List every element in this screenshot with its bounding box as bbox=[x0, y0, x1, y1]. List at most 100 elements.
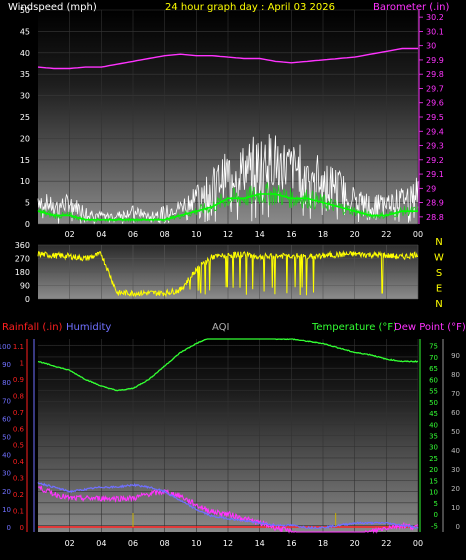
dewpoint-tick-label: 90 bbox=[451, 352, 460, 360]
baro-tick-label: 29.2 bbox=[426, 156, 444, 165]
wind-tick-label: 15 bbox=[20, 156, 30, 165]
humidity-tick-label: 30 bbox=[2, 470, 11, 478]
humidity-tick-label: 0 bbox=[7, 524, 11, 532]
graph-title: 24 hour graph day : April 03 2026 bbox=[165, 2, 335, 13]
wind-x-tick-label: 02 bbox=[65, 230, 75, 239]
climate-axes: 00.10.20.30.40.50.60.70.80.911.101020304… bbox=[0, 339, 460, 548]
wind-x-tick-label: 18 bbox=[318, 230, 328, 239]
wind-gust-line bbox=[37, 134, 419, 225]
baro-tick-label: 29.9 bbox=[426, 56, 444, 65]
baro-tick-label: 29.6 bbox=[426, 99, 444, 108]
rainfall-tick-label: 0.1 bbox=[13, 508, 24, 516]
compass-letter: W bbox=[434, 253, 444, 264]
temperature-tick-label: 45 bbox=[429, 410, 438, 418]
humidity-tick-label: 10 bbox=[2, 506, 11, 514]
baro-tick-label: 29.1 bbox=[426, 170, 444, 179]
rainfall-tick-label: 0.6 bbox=[13, 425, 25, 433]
wind-x-tick-label: 20 bbox=[350, 230, 360, 239]
rainfall-tick-label: 0.8 bbox=[13, 392, 24, 400]
rainfall-tick-label: 0.5 bbox=[13, 442, 24, 450]
climate-x-tick-label: 00 bbox=[413, 539, 423, 548]
climate-x-tick-label: 22 bbox=[381, 539, 391, 548]
direction-tick-label: 180 bbox=[15, 268, 30, 277]
temperature-tick-label: 75 bbox=[429, 343, 438, 351]
temperature-tick-label: -5 bbox=[431, 522, 438, 530]
wind-tick-label: 45 bbox=[20, 27, 30, 36]
climate-x-tick-label: 16 bbox=[286, 539, 296, 548]
wind-tick-label: 10 bbox=[20, 177, 30, 186]
wind-tick-label: 50 bbox=[20, 6, 30, 15]
baro-tick-label: 29.4 bbox=[426, 127, 444, 136]
barometer-label: Barometer (.in) bbox=[373, 2, 449, 13]
humidity-tick-label: 50 bbox=[2, 434, 11, 442]
wind-x-tick-label: 12 bbox=[223, 230, 233, 239]
wind-x-tick-label: 22 bbox=[381, 230, 391, 239]
rainfall-tick-label: 0.9 bbox=[13, 376, 24, 384]
baro-tick-label: 29.5 bbox=[426, 113, 444, 122]
rainfall-tick-label: 0.3 bbox=[13, 475, 24, 483]
baro-tick-label: 30.2 bbox=[426, 13, 444, 22]
barometer-line bbox=[37, 47, 418, 70]
wind-x-tick-label: 08 bbox=[160, 230, 170, 239]
humidity-line bbox=[37, 482, 419, 530]
wind-x-tick-label: 14 bbox=[255, 230, 265, 239]
compass-letter: N bbox=[435, 299, 442, 310]
wind-x-tick-label: 06 bbox=[128, 230, 138, 239]
baro-tick-label: 30.1 bbox=[426, 27, 444, 36]
wind-tick-label: 25 bbox=[20, 113, 30, 122]
climate-x-tick-label: 12 bbox=[223, 539, 233, 548]
wind-series bbox=[37, 47, 419, 225]
dewpoint-tick-label: 80 bbox=[451, 371, 460, 379]
climate-x-tick-label: 08 bbox=[160, 539, 170, 548]
humidity-tick-label: 90 bbox=[2, 361, 11, 369]
dewpoint-tick-label: 20 bbox=[451, 485, 460, 493]
temperature-line bbox=[37, 338, 419, 392]
dewpoint-tick-label: 0 bbox=[456, 523, 460, 531]
direction-tick-label: 270 bbox=[15, 255, 30, 264]
temperature-tick-label: 20 bbox=[429, 466, 438, 474]
dewpoint-tick-label: 70 bbox=[451, 390, 460, 398]
temperature-tick-label: 15 bbox=[429, 477, 438, 485]
climate-x-tick-label: 10 bbox=[191, 539, 201, 548]
temperature-tick-label: 35 bbox=[429, 433, 438, 441]
climate-x-tick-label: 18 bbox=[318, 539, 328, 548]
humidity-tick-label: 100 bbox=[0, 343, 11, 351]
wind-x-tick-label: 10 bbox=[191, 230, 201, 239]
temperature-tick-label: 5 bbox=[434, 500, 438, 508]
temperature-tick-label: 0 bbox=[434, 511, 438, 519]
direction-tick-label: 0 bbox=[25, 295, 30, 304]
temperature-legend: Temperature (°F) bbox=[311, 322, 397, 333]
baro-tick-label: 30 bbox=[426, 42, 436, 51]
wind-avg-smooth-line bbox=[37, 193, 418, 221]
climate-x-tick-label: 06 bbox=[128, 539, 138, 548]
wind-tick-label: 35 bbox=[20, 70, 30, 79]
wind-axes: 0 5 10 15 20 25 30 35 40 45 50 28.8 28.9 29 29.1 29.2 29… bbox=[20, 6, 444, 239]
direction-series bbox=[37, 249, 418, 298]
temperature-tick-label: 65 bbox=[429, 365, 438, 373]
temperature-tick-label: 10 bbox=[429, 489, 438, 497]
dewpoint-tick-label: 50 bbox=[451, 428, 460, 436]
dewpoint-tick-label: 40 bbox=[451, 447, 460, 455]
humidity-tick-label: 60 bbox=[2, 415, 11, 423]
humidity-tick-label: 80 bbox=[2, 379, 11, 387]
dewpoint-tick-label: 30 bbox=[451, 466, 460, 474]
wind-x-tick-label: 16 bbox=[286, 230, 296, 239]
compass-letter: S bbox=[436, 268, 442, 279]
dew-point-line bbox=[37, 485, 419, 534]
compass-letter: N bbox=[435, 237, 442, 248]
humidity-tick-label: 40 bbox=[2, 452, 11, 460]
baro-tick-label: 28.8 bbox=[426, 213, 444, 222]
temperature-tick-label: 70 bbox=[429, 354, 438, 362]
climate-grid bbox=[38, 339, 419, 532]
wind-tick-label: 40 bbox=[20, 49, 30, 58]
temperature-tick-label: 30 bbox=[429, 444, 438, 452]
rainfall-legend: Rainfall (.in) bbox=[2, 322, 63, 333]
direction-grid bbox=[38, 244, 419, 300]
humidity-legend: Humidity bbox=[66, 322, 111, 333]
wind-x-tick-label: 00 bbox=[413, 230, 423, 239]
rainfall-tick-label: 0.2 bbox=[13, 491, 24, 499]
windspeed-label: Windspeed (mph) bbox=[8, 2, 97, 13]
